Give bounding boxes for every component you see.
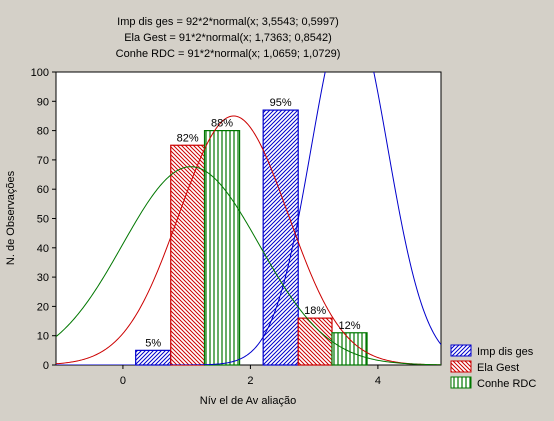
legend-swatch-1 — [450, 360, 472, 373]
y-tick-label-1: 10 — [37, 331, 49, 343]
x-tick-label-2: 4 — [375, 375, 381, 387]
y-tick-label-8: 80 — [37, 126, 49, 138]
header-line-1: Imp dis ges = 92*2*normal(x; 3,5543; 0,5… — [117, 16, 339, 28]
bar-label-2-1: 12% — [339, 320, 361, 332]
fit-curve-0 — [56, 72, 441, 365]
header-line-3: Conhe RDC = 91*2*normal(x; 1,0659; 1,072… — [116, 48, 341, 60]
bar-0-0 — [135, 349, 172, 366]
legend: Imp dis ges Ela Gest Conhe RDC — [450, 344, 536, 390]
bar-label-1-1: 18% — [304, 305, 326, 317]
y-tick-label-0: 0 — [43, 360, 49, 372]
y-tick-label-4: 40 — [37, 243, 49, 255]
bar-label-1-0: 82% — [177, 132, 199, 144]
x-tick-label-0: 0 — [120, 375, 126, 387]
fit-curve-1 — [56, 115, 441, 365]
bar-label-0-0: 5% — [145, 337, 161, 349]
bar-2-0 — [203, 130, 241, 366]
y-tick-label-10: 100 — [31, 67, 49, 79]
bar-0-1 — [262, 109, 299, 366]
y-tick-label-5: 50 — [37, 214, 49, 226]
y-tick-label-3: 30 — [37, 272, 49, 284]
legend-label-1: Ela Gest — [477, 362, 519, 374]
bar-label-0-1: 95% — [270, 97, 292, 109]
y-tick-label-2: 20 — [37, 301, 49, 313]
curves-layer — [56, 72, 441, 365]
y-axis-title: N. de Observações — [5, 170, 17, 265]
bar-1-1 — [297, 317, 333, 366]
y-tick-label-6: 60 — [37, 184, 49, 196]
legend-label-0: Imp dis ges — [477, 346, 534, 358]
bar-label-2-0: 88% — [211, 118, 233, 130]
x-axis-title: Nív el de Av aliação — [200, 395, 296, 407]
legend-swatch-2 — [450, 376, 472, 389]
legend-label-2: Conhe RDC — [477, 378, 536, 390]
legend-swatch-0 — [450, 344, 472, 357]
bar-labels-layer: 5% 95% 82% 18% 88% 12% — [145, 97, 360, 349]
y-tick-label-7: 70 — [37, 155, 49, 167]
header-line-2: Ela Gest = 91*2*normal(x; 1,7363; 0,8542… — [124, 32, 332, 44]
y-axis: 0 10 20 30 40 50 60 70 80 90 100 — [31, 67, 56, 372]
fit-curve-2 — [56, 166, 441, 365]
y-tick-label-9: 90 — [37, 96, 49, 108]
x-tick-label-1: 2 — [247, 375, 253, 387]
x-axis: 0 2 4 — [120, 365, 381, 387]
bar-1-0 — [170, 144, 206, 366]
plot-area — [55, 71, 442, 366]
